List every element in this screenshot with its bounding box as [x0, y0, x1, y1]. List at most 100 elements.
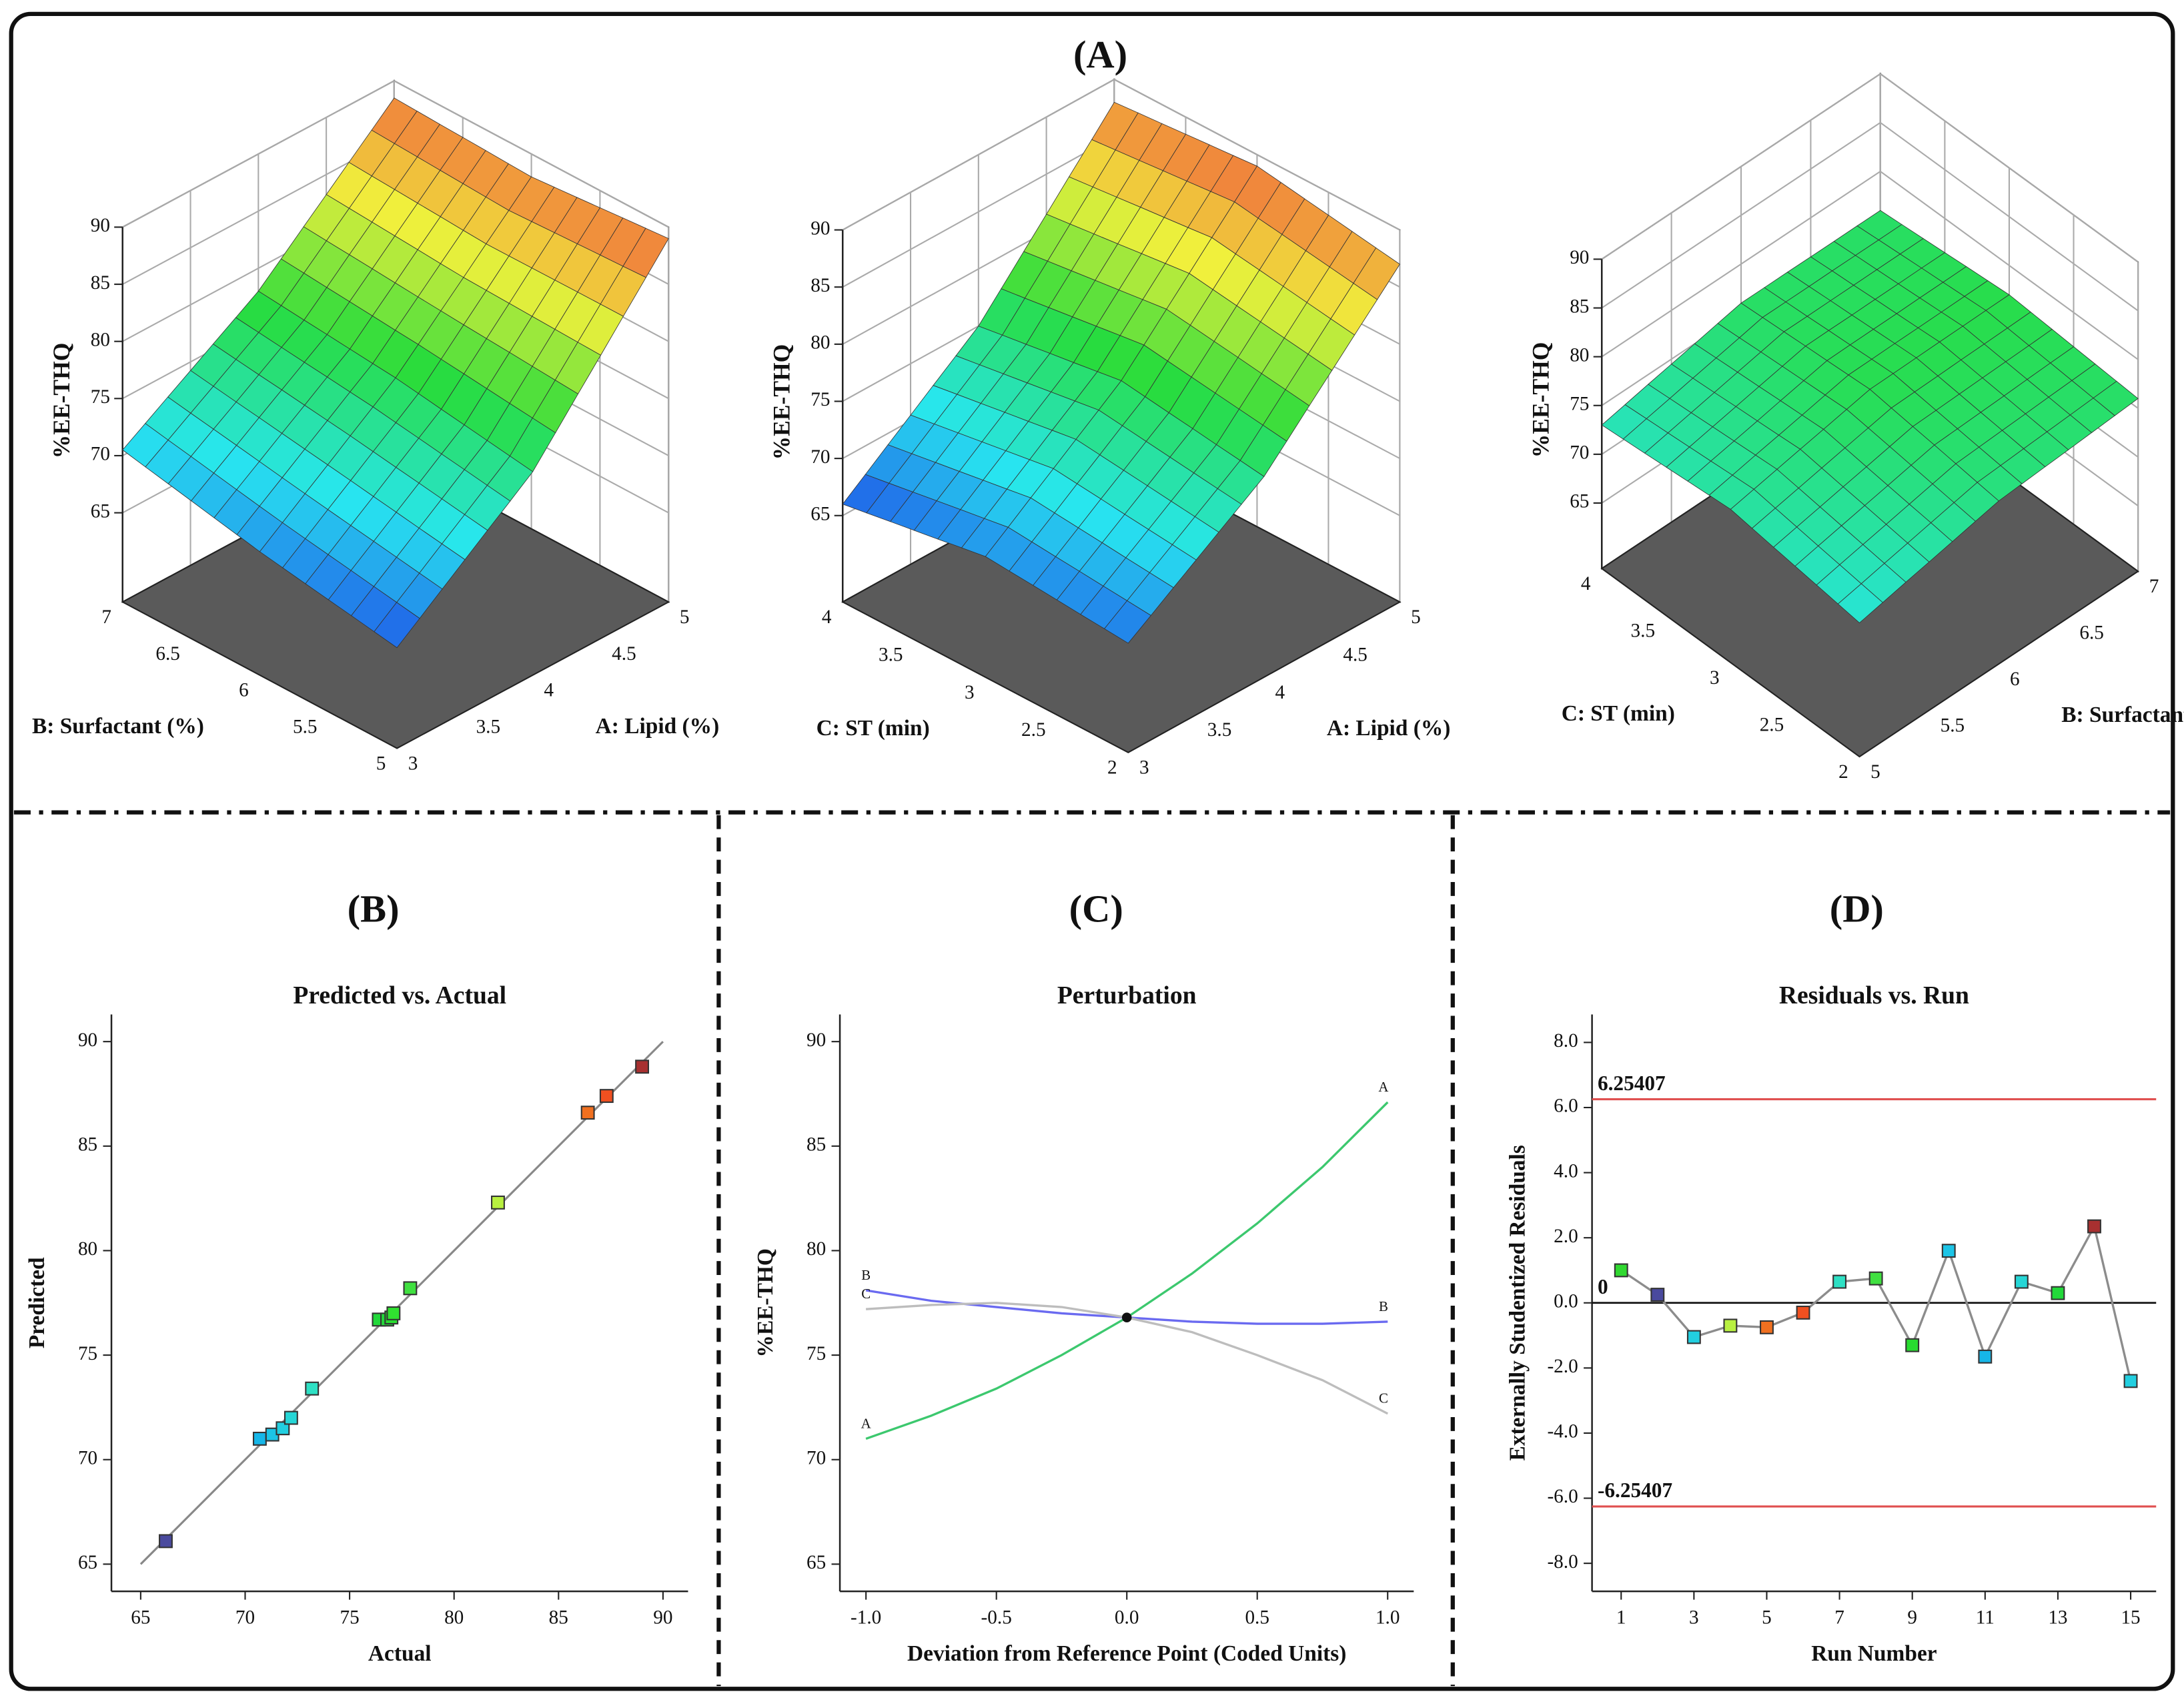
- x-tick-label: 13: [2048, 1607, 2067, 1629]
- point: [1978, 1349, 1993, 1364]
- z-tick-label: 85: [91, 272, 110, 294]
- x-axis-label: Run Number: [1811, 1641, 1937, 1666]
- x-tick-label: 5: [1870, 761, 1880, 783]
- x-tick-label: 1.0: [1376, 1607, 1400, 1629]
- z-axis-label: %EE-THQ: [1528, 342, 1554, 458]
- x-tick-label: 5: [680, 606, 690, 628]
- x-axis-label: A: Lipid (%): [1327, 716, 1451, 741]
- y-axis-label: Predicted: [25, 1257, 49, 1348]
- y-tick-label: 85: [806, 1134, 826, 1156]
- x-tick-label: 7: [1834, 1607, 1844, 1629]
- point: [2087, 1219, 2101, 1234]
- y-tick-label: 8.0: [1554, 1030, 1578, 1051]
- y-tick-label: 70: [78, 1447, 97, 1468]
- series-label: C: [861, 1286, 871, 1302]
- y-tick-label: 80: [806, 1238, 826, 1260]
- point: [2123, 1374, 2138, 1388]
- x-tick-label: 6: [2010, 669, 2020, 690]
- z-tick-label: 70: [810, 446, 830, 468]
- z-tick-label: 70: [1570, 442, 1589, 464]
- z-tick-label: 65: [1570, 491, 1589, 512]
- x-tick-label: -1.0: [851, 1607, 881, 1629]
- y-tick-label: -6.0: [1547, 1486, 1578, 1507]
- series-label: B: [861, 1267, 871, 1283]
- point: [1796, 1305, 1810, 1320]
- y-tick-label: 65: [78, 1552, 97, 1573]
- x-axis-label: Actual: [368, 1641, 432, 1666]
- surface-cell: [1837, 583, 1883, 624]
- point: [635, 1059, 650, 1074]
- y-tick-label: 5.5: [293, 716, 318, 737]
- series-label: A: [861, 1415, 871, 1431]
- y-tick-label: 75: [78, 1343, 97, 1364]
- x-tick-label: 70: [235, 1607, 255, 1629]
- y-tick-label: 4.0: [1554, 1160, 1578, 1182]
- y-tick-label: 6: [239, 680, 249, 701]
- x-tick-label: 65: [131, 1607, 150, 1629]
- point: [284, 1410, 298, 1425]
- y-tick-label: 75: [806, 1343, 826, 1364]
- y-tick-label: 3.5: [1631, 620, 1656, 641]
- z-tick-label: 85: [1570, 296, 1589, 317]
- point: [580, 1106, 595, 1120]
- x-axis-label: Deviation from Reference Point (Coded Un…: [907, 1641, 1346, 1666]
- point: [1905, 1338, 1920, 1352]
- x-tick-label: -0.5: [981, 1607, 1012, 1629]
- panel-label: (A): [1073, 33, 1127, 76]
- z-tick-label: 90: [91, 215, 110, 236]
- y-tick-label: -2.0: [1547, 1356, 1578, 1377]
- y-tick-label: 2.0: [1554, 1226, 1578, 1247]
- point: [1941, 1244, 1956, 1258]
- y-tick-label: 5: [376, 753, 386, 774]
- x-tick-label: 0.0: [1115, 1607, 1139, 1629]
- chart-title: Perturbation: [1057, 982, 1197, 1009]
- y-tick-label: 4: [822, 606, 832, 628]
- point: [386, 1306, 401, 1320]
- surface-cell: [1103, 600, 1151, 644]
- y-axis-label: C: ST (min): [816, 716, 930, 741]
- x-tick-label: 7: [2149, 576, 2159, 597]
- z-tick-label: 80: [91, 329, 110, 350]
- x-tick-label: 6.5: [2079, 622, 2104, 644]
- series-label: A: [1378, 1079, 1388, 1095]
- z-tick-label: 80: [1570, 344, 1589, 366]
- x-tick-label: 0.5: [1245, 1607, 1269, 1629]
- x-tick-label: 3.5: [1207, 719, 1232, 741]
- y-tick-label: -4.0: [1547, 1421, 1578, 1442]
- z-tick-label: 80: [810, 332, 830, 354]
- y-tick-label: 2.5: [1760, 714, 1784, 735]
- x-tick-label: 90: [653, 1607, 672, 1629]
- series-line: [865, 1101, 1389, 1440]
- x-tick-label: 9: [1907, 1607, 1917, 1629]
- y-tick-label: 2: [1838, 761, 1848, 783]
- y-tick-label: 3.5: [879, 644, 903, 665]
- fit-line: [139, 1041, 664, 1565]
- point: [1760, 1320, 1774, 1334]
- chart-title: Predicted vs. Actual: [293, 982, 506, 1009]
- x-tick-label: 3: [1689, 1607, 1699, 1629]
- z-tick-label: 85: [810, 275, 830, 296]
- frame: [9, 11, 2175, 1691]
- zero-label: 0: [1598, 1275, 1608, 1298]
- y-axis-label: %EE-THQ: [753, 1248, 778, 1357]
- x-tick-label: 11: [1976, 1607, 1995, 1629]
- series-label: C: [1379, 1390, 1388, 1406]
- point: [1832, 1274, 1847, 1289]
- y-tick-label: 2.5: [1021, 719, 1046, 741]
- y-tick-label: 90: [78, 1029, 97, 1051]
- y-tick-label: 7: [101, 606, 111, 628]
- y-axis-label: C: ST (min): [1562, 701, 1675, 726]
- z-tick-label: 90: [1570, 247, 1589, 268]
- point: [1614, 1263, 1628, 1278]
- x-tick-label: 75: [340, 1607, 359, 1629]
- x-tick-label: 5: [1762, 1607, 1772, 1629]
- y-axis-label: B: Surfactant (%): [32, 714, 204, 739]
- panel-label: (D): [1830, 887, 1884, 930]
- point: [276, 1421, 290, 1436]
- z-tick-label: 75: [1570, 393, 1589, 414]
- x-tick-label: 85: [549, 1607, 568, 1629]
- x-tick-label: 3: [1139, 757, 1149, 779]
- point: [252, 1431, 267, 1446]
- z-axis-label: %EE-THQ: [48, 343, 75, 459]
